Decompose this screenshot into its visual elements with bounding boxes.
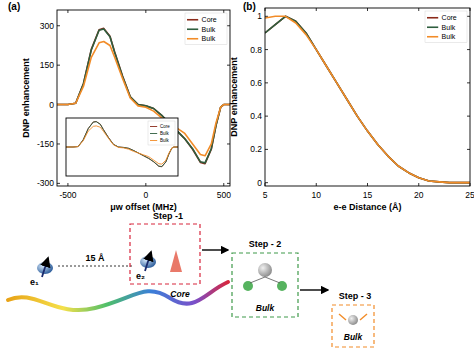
y-tick-label: -300 <box>37 178 54 188</box>
chart-panel: Core Bulk Bulk <box>66 118 178 176</box>
distance-label: 15 Å <box>85 253 105 263</box>
y-tick <box>265 182 268 183</box>
plot-frame <box>66 118 178 176</box>
nucleus <box>348 315 358 325</box>
y-tick-label: 150 <box>40 60 54 70</box>
region-label: Bulk <box>344 332 364 342</box>
y-tick <box>467 16 470 17</box>
region-label: Bulk <box>256 303 276 313</box>
relay-arrow <box>339 314 346 320</box>
legend: Core Bulk Bulk <box>148 121 175 145</box>
legend-swatch <box>187 28 198 30</box>
legend-label: Bulk <box>442 33 456 40</box>
y-tick <box>467 116 470 117</box>
step-label: Step - 3 <box>339 291 372 301</box>
x-tick-label: 500 <box>217 190 231 200</box>
step-arrow <box>300 289 328 290</box>
legend-label: Bulk <box>160 138 170 143</box>
step-arrow <box>202 249 228 250</box>
spin-label: e₁ <box>30 277 39 287</box>
legend-label: Bulk <box>160 131 170 136</box>
distance-line <box>58 266 132 267</box>
nucleus <box>258 263 272 277</box>
panel-title: (b) <box>243 1 256 12</box>
legend-swatch <box>427 36 438 38</box>
legend-swatch <box>150 133 157 134</box>
legend-box <box>148 121 175 145</box>
legend: Core Bulk Bulk <box>425 11 467 43</box>
spin-arrow <box>145 252 151 271</box>
legend-label: Bulk <box>442 24 456 31</box>
y-tick-label: 0 <box>257 178 262 188</box>
x-tick-label: 15 <box>363 190 373 200</box>
bond <box>265 277 280 283</box>
series-line <box>66 122 178 167</box>
legend-swatch <box>427 17 438 19</box>
bulk-box <box>332 305 374 347</box>
y-axis-label: DNP enhancement <box>229 57 239 136</box>
y-axis-label: DNP enhancement <box>21 58 31 137</box>
x-axis-label: μw offset (MHz) <box>110 202 177 212</box>
chart-panel: -500 0 500 -300 -150 0 150 300 (a) μw offset (MHz… <box>8 1 231 212</box>
legend-swatch <box>187 38 198 40</box>
x-axis-label: e-e Distance (Å) <box>333 202 401 212</box>
x-tick-label: 0 <box>143 190 148 200</box>
legend-swatch <box>187 19 198 21</box>
y-tick-label: 0.6 <box>250 78 262 88</box>
plot-frame <box>265 8 470 186</box>
core-box <box>130 224 200 284</box>
legend-swatch <box>150 140 157 141</box>
molecule-chain <box>8 282 228 310</box>
spin-arrow <box>42 258 48 277</box>
y-tick-label: 0.4 <box>250 111 262 121</box>
legend-box <box>425 11 467 43</box>
y-tick <box>265 149 268 150</box>
spin-label: e₂ <box>136 271 145 281</box>
x-tick-label: 10 <box>312 190 322 200</box>
legend-swatch <box>150 126 157 127</box>
legend-label: Bulk <box>202 35 216 42</box>
series-line <box>66 122 178 167</box>
bond <box>250 277 265 283</box>
bulk-box <box>232 253 298 317</box>
legend-box <box>185 13 227 45</box>
x-tick-label: 5 <box>263 190 268 200</box>
y-tick <box>265 116 268 117</box>
y-tick <box>467 49 470 50</box>
plot-frame <box>57 10 230 186</box>
y-tick-label: -150 <box>37 139 54 149</box>
chart-panel: 5 10 15 20 25 0 0.2 0.4 0.6 0.8 1(b) e-e Distance (… <box>229 1 474 212</box>
region-label: Core <box>170 289 190 299</box>
plot-background <box>57 10 230 186</box>
y-tick <box>265 49 268 50</box>
panel-title: (a) <box>8 1 20 12</box>
spin-flip-arrow <box>170 250 182 272</box>
y-tick-label: 0.2 <box>250 144 262 154</box>
y-tick-label: 0.8 <box>250 45 262 55</box>
relay-arrow <box>360 314 367 320</box>
legend: Core Bulk Bulk <box>185 13 227 45</box>
y-tick-label: 1 <box>257 11 262 21</box>
series-group <box>66 122 178 167</box>
figure: -5000500-300-1500150300(a)μw offset (MHz… <box>0 0 474 352</box>
x-tick-label: 25 <box>465 190 474 200</box>
y-tick <box>467 149 470 150</box>
x-tick-label: -500 <box>59 190 76 200</box>
y-tick <box>265 16 268 17</box>
y-tick-label: 0 <box>49 100 54 110</box>
x-tick-label: 20 <box>414 190 424 200</box>
legend-label: Core <box>160 124 170 129</box>
legend-swatch <box>427 26 438 28</box>
y-tick-label: 300 <box>40 21 54 31</box>
y-tick <box>467 82 470 83</box>
legend-label: Core <box>202 16 217 23</box>
mechanism-diagram: e₁ 15 Å e₂ Step -1 Core Step - 2 Bulk Step - 3 B… <box>8 211 374 347</box>
step-label: Step -1 <box>153 211 183 221</box>
y-tick <box>265 82 268 83</box>
step-label: Step - 2 <box>249 239 282 249</box>
legend-label: Bulk <box>202 26 216 33</box>
plot-background <box>265 8 470 186</box>
legend-label: Core <box>442 14 457 21</box>
plot-background <box>66 118 178 176</box>
